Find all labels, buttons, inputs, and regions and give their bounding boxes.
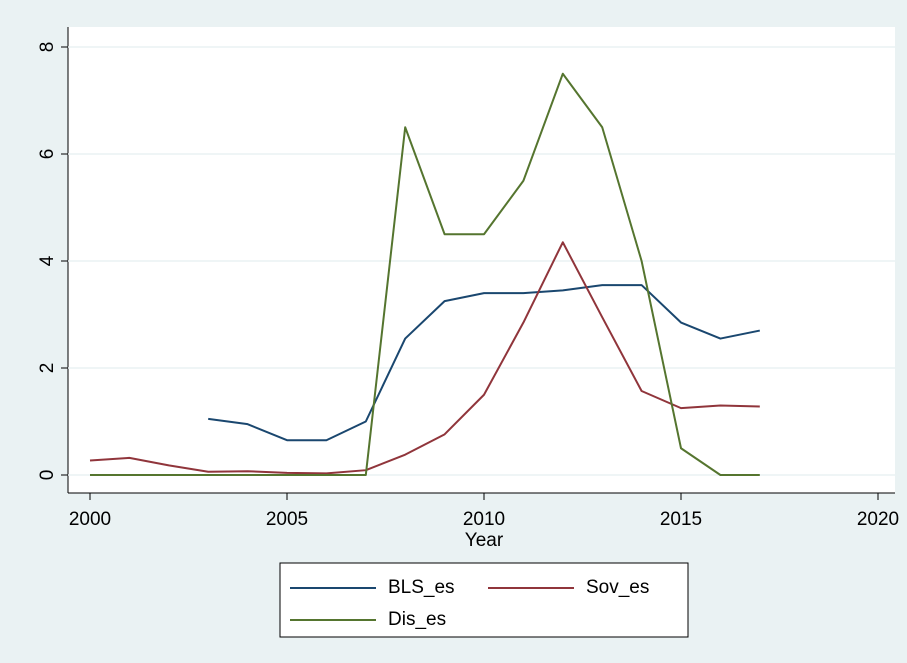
legend-label: BLS_es [388, 577, 455, 598]
series-line [89, 241, 760, 475]
series-line [90, 72, 760, 476]
x-tick-label: 2015 [660, 509, 702, 530]
y-tick-label: 8 [37, 42, 58, 53]
legend-label: Dis_es [388, 609, 446, 630]
y-tick-label: 2 [37, 363, 58, 374]
x-tick-label: 2010 [463, 509, 505, 530]
series-line [208, 284, 760, 442]
y-tick-label: 6 [37, 149, 58, 160]
x-tick-label: 2000 [69, 509, 111, 530]
y-tick-label: 0 [37, 470, 58, 481]
y-tick-label: 4 [37, 255, 58, 266]
x-tick-label: 2005 [266, 509, 308, 530]
plot-area [68, 27, 895, 493]
legend-label: Sov_es [586, 577, 649, 598]
legend [279, 562, 689, 638]
x-axis-label: Year [465, 530, 504, 551]
x-tick-label: 2020 [857, 509, 899, 530]
